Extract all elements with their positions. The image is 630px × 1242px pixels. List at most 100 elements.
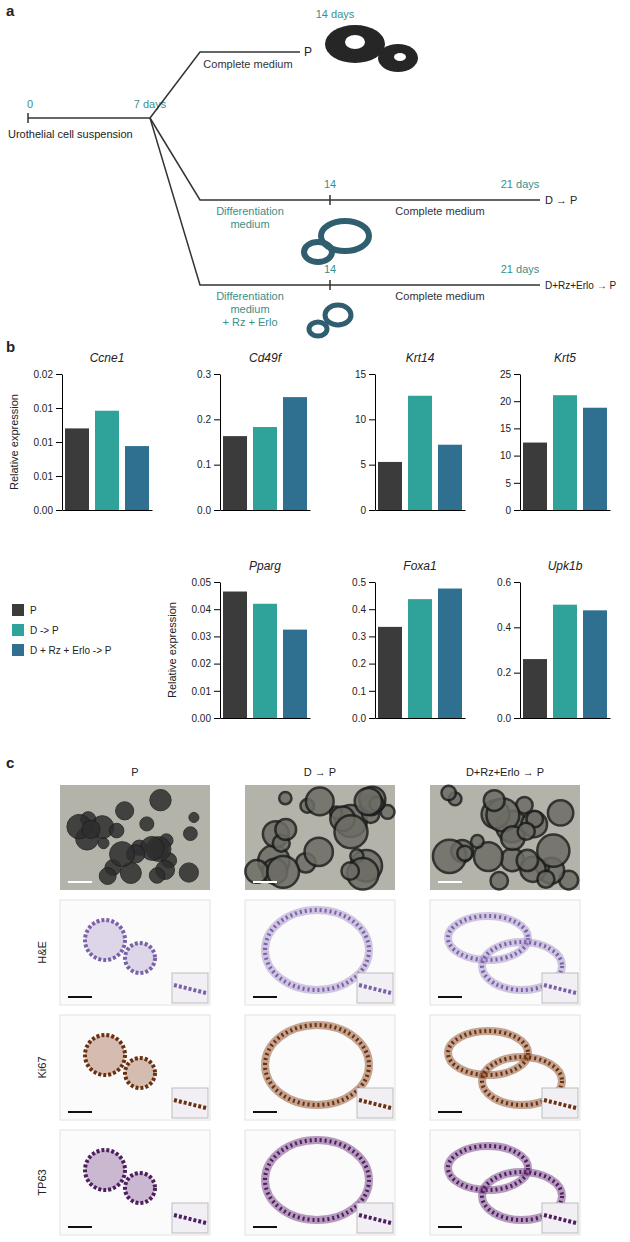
tick: 0.02 (34, 369, 62, 380)
tick: 0.0 (197, 505, 220, 516)
tick: 0.5 (352, 577, 375, 588)
legend-label: D + Rz + Erlo -> P (30, 645, 112, 656)
tick-label: 0.05 (192, 577, 212, 588)
tick-label: 15 (355, 369, 367, 380)
inset (357, 973, 393, 1003)
tick-label: 0.0 (497, 713, 511, 724)
image-background (60, 900, 210, 1005)
label: 0 (27, 98, 33, 110)
protocol-diagram: 07 daysUrothelial cell suspensionComplet… (8, 8, 616, 336)
inset-detail (359, 1215, 391, 1223)
bar-chart: Cd49f0.00.10.20.3 (197, 351, 310, 516)
tick-mark (514, 401, 520, 402)
bar (438, 445, 462, 510)
legend: PD -> PD + Rz + Erlo -> P (12, 604, 112, 656)
organoid-section (265, 1140, 369, 1220)
tick-label: 0.3 (197, 369, 211, 380)
tick-mark (369, 419, 375, 420)
legend-swatch (12, 624, 24, 636)
tick-mark (214, 691, 220, 692)
bar (553, 395, 577, 510)
axis-line (221, 510, 311, 511)
tick-label: 10 (355, 414, 367, 425)
tick-label: 0.01 (34, 403, 54, 414)
bars (523, 605, 607, 718)
image-background (245, 1130, 395, 1235)
bar (583, 408, 607, 510)
organoid-nuclei (265, 1140, 369, 1220)
scale-bar (253, 996, 277, 998)
tick: 0.1 (352, 686, 375, 697)
tick-label: 0.5 (352, 577, 366, 588)
bar (408, 396, 432, 510)
tick-label: 15 (500, 423, 512, 434)
section-image (245, 1130, 395, 1235)
tick-label: 0.01 (192, 686, 212, 697)
tick-mark (369, 609, 375, 610)
organoid (537, 871, 554, 888)
organoid (98, 838, 109, 849)
tick-mark (214, 510, 220, 511)
bar (283, 397, 307, 510)
tick: 0.03 (192, 631, 220, 642)
tick: 15 (500, 423, 520, 434)
organoid-section (85, 920, 125, 960)
label: Complete medium (395, 205, 484, 217)
tick: 0.0 (352, 713, 375, 724)
y-axis: 0.0 0.1 0.2 0.3 (197, 369, 220, 516)
organoid (309, 322, 327, 336)
tick-label: 5 (360, 459, 366, 470)
bar (523, 443, 547, 510)
tick: 5 (360, 459, 375, 470)
bar (125, 446, 149, 510)
tick-mark (514, 627, 520, 628)
y-axis: 0.00.20.40.6 (497, 577, 520, 724)
organoid (82, 820, 100, 838)
tick: 0.01 (34, 471, 62, 482)
figure: abc07 daysUrothelial cell suspensionComp… (0, 0, 630, 1242)
switch-tick (329, 280, 331, 290)
row-label: H&E (36, 941, 48, 964)
tick: 0.2 (197, 414, 220, 425)
scale-bar (68, 881, 92, 883)
tick-mark (214, 582, 220, 583)
organoid (184, 827, 198, 841)
tick-mark (369, 691, 375, 692)
organoid (110, 842, 135, 867)
organoid-lumen (345, 35, 365, 49)
label: P (304, 45, 312, 59)
section-image (60, 900, 210, 1005)
tick: 0.3 (352, 631, 375, 642)
branch-line (150, 118, 540, 200)
inset (172, 973, 208, 1003)
organoid (517, 850, 538, 871)
scale-bar (438, 1226, 462, 1228)
tick-label: 0.03 (192, 631, 212, 642)
tick: 0 (360, 505, 375, 516)
micrographs: PD → PD+Rz+Erlo → PH&EKi67TP63 (36, 766, 580, 1235)
tick-label: 0.02 (192, 658, 212, 669)
tick-mark (369, 664, 375, 665)
tick: 0.1 (197, 459, 220, 470)
organoid (279, 792, 291, 804)
inset-detail (174, 1215, 206, 1223)
tick-mark (214, 636, 220, 637)
tick-label: 0.4 (497, 622, 511, 633)
tick: 0.02 (192, 658, 220, 669)
tick-mark (214, 718, 220, 719)
row-label: TP63 (36, 1169, 48, 1195)
organoid (341, 862, 358, 879)
tick-label: 10 (500, 450, 512, 461)
tick-label: 0.02 (34, 369, 54, 380)
organoid (491, 872, 508, 889)
image-background (430, 785, 580, 890)
tick-mark (514, 428, 520, 429)
bar-chart: Upk1b0.00.20.40.6 (497, 559, 610, 724)
bar (378, 627, 402, 718)
tick-mark (514, 374, 520, 375)
tick-mark (214, 465, 220, 466)
organoid (275, 819, 296, 840)
section-image (60, 1130, 210, 1235)
y-axis: 0 5 10 15 (355, 369, 376, 516)
legend-swatch (12, 604, 24, 616)
